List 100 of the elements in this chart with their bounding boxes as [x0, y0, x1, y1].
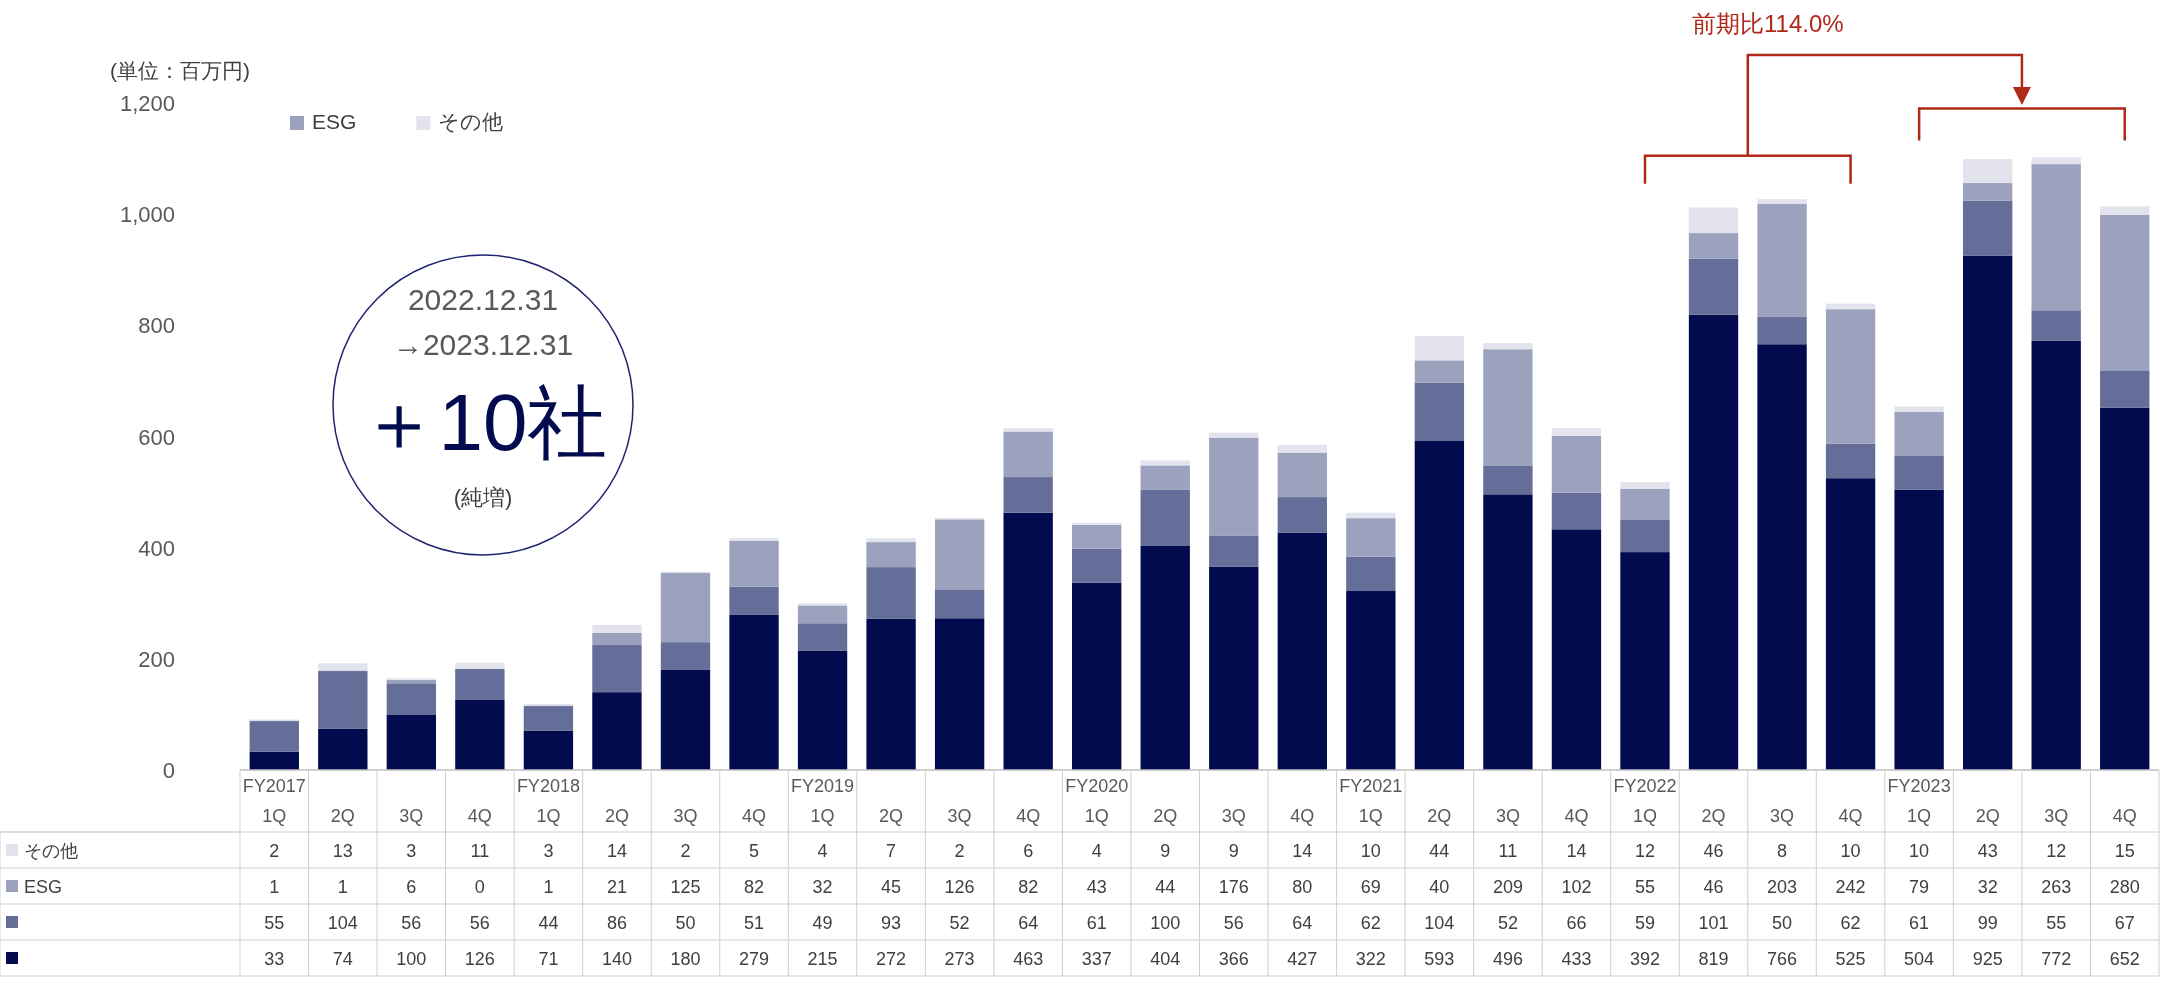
data-label: 1 [543, 877, 554, 897]
data-label: 55 [264, 913, 285, 933]
data-label: 32 [1977, 877, 1998, 897]
data-label: 126 [464, 949, 495, 969]
data-label: 86 [606, 913, 627, 933]
x-tick-label: 4Q [467, 806, 492, 826]
data-label: 322 [1355, 949, 1386, 969]
data-label: 10 [1909, 841, 1930, 861]
data-label: 33 [264, 949, 285, 969]
data-label: 337 [1081, 949, 1112, 969]
y-tick-label: 200 [138, 646, 175, 672]
data-label: 9 [1160, 841, 1171, 861]
data-label: 56 [1223, 913, 1244, 933]
x-tick-label: 4Q [1838, 806, 1863, 826]
data-label: 4 [1091, 841, 1102, 861]
y-tick-label: 400 [138, 535, 175, 561]
data-label: 51 [744, 913, 765, 933]
text: 前期比114.0% [1691, 10, 1844, 37]
data-label: 21 [606, 877, 627, 897]
data-label: 392 [1629, 949, 1661, 969]
data-label: 55 [2046, 913, 2067, 933]
data-label: 272 [876, 949, 907, 969]
legend-label: その他 [438, 110, 504, 133]
data-label: 10 [1840, 841, 1861, 861]
data-label: 496 [1492, 949, 1523, 969]
data-label: 79 [1909, 877, 1930, 897]
data-label: 2 [680, 841, 691, 861]
x-tick-label: 2Q [1701, 806, 1726, 826]
text: (単位：百万円) [110, 59, 250, 82]
data-label: 46 [1703, 841, 1724, 861]
y-tick-label: 1,000 [119, 202, 175, 228]
x-tick-label: 3Q [399, 806, 424, 826]
data-label: 279 [738, 949, 770, 969]
data-label: 59 [1634, 913, 1655, 933]
data-label: 525 [1835, 949, 1866, 969]
x-tick-label: 2Q [1427, 806, 1452, 826]
text: ESG [24, 877, 63, 897]
data-label: 463 [1013, 949, 1044, 969]
data-label: 1 [269, 877, 280, 897]
x-tick-label: 4Q [2112, 806, 2137, 826]
data-label: 52 [1497, 913, 1518, 933]
x-tick-label: 2Q [1153, 806, 1178, 826]
data-label: 13 [332, 841, 353, 861]
data-label: 819 [1698, 949, 1729, 969]
x-tick-label: 4Q [1016, 806, 1041, 826]
x-tick-label: 4Q [1564, 806, 1589, 826]
legend-label: ESG [312, 110, 357, 133]
data-label: 273 [944, 949, 975, 969]
data-label: 3 [406, 841, 417, 861]
data-label: 5 [749, 841, 760, 861]
x-tick-label: 4Q [1290, 806, 1315, 826]
data-label: 14 [1566, 841, 1587, 861]
x-tick-label: 3Q [2044, 806, 2069, 826]
data-label: 100 [396, 949, 427, 969]
y-tick-label: 600 [138, 424, 175, 450]
data-label: 10 [1360, 841, 1381, 861]
data-label: 925 [1972, 949, 2003, 969]
data-label: 104 [327, 913, 358, 933]
x-tick-label: FY2017 1Q [242, 776, 306, 826]
data-label: 8 [1777, 841, 1788, 861]
data-label: 427 [1287, 949, 1318, 969]
data-label: 43 [1086, 877, 1107, 897]
data-label: 80 [1292, 877, 1313, 897]
data-label: 104 [1424, 913, 1455, 933]
data-label: 203 [1767, 877, 1798, 897]
data-label: 64 [1018, 913, 1039, 933]
x-tick-label: FY2021 1Q [1339, 776, 1403, 826]
data-label: 46 [1703, 877, 1724, 897]
data-label: 82 [744, 877, 765, 897]
data-label: 0 [474, 877, 485, 897]
data-label: 99 [1977, 913, 1998, 933]
data-label: 209 [1492, 877, 1523, 897]
data-label: 55 [1634, 877, 1655, 897]
x-tick-label: 2Q [1975, 806, 2000, 826]
data-label: 126 [944, 877, 975, 897]
data-label: 44 [1155, 877, 1176, 897]
data-label: 11 [470, 841, 490, 861]
data-label: 50 [675, 913, 696, 933]
data-label: 772 [2041, 949, 2072, 969]
data-label: 766 [1767, 949, 1798, 969]
data-label: 215 [807, 949, 838, 969]
data-label: 56 [469, 913, 490, 933]
data-label: 62 [1360, 913, 1381, 933]
data-label: 82 [1018, 877, 1039, 897]
x-tick-label: FY2022 1Q [1613, 776, 1677, 826]
data-label: 7 [886, 841, 897, 861]
data-label: 4 [817, 841, 828, 861]
data-label: 32 [812, 877, 833, 897]
x-tick-label: 2Q [879, 806, 904, 826]
data-label: 49 [812, 913, 833, 933]
data-label: 71 [538, 949, 559, 969]
data-label: 11 [1498, 841, 1518, 861]
data-label: 366 [1218, 949, 1249, 969]
x-tick-label: 2Q [604, 806, 629, 826]
y-tick-label: 800 [138, 313, 175, 339]
data-label: 44 [538, 913, 559, 933]
data-label: 102 [1561, 877, 1592, 897]
data-label: 56 [401, 913, 422, 933]
x-tick-label: 3Q [947, 806, 972, 826]
y-tick-label: 1,200 [119, 91, 175, 116]
